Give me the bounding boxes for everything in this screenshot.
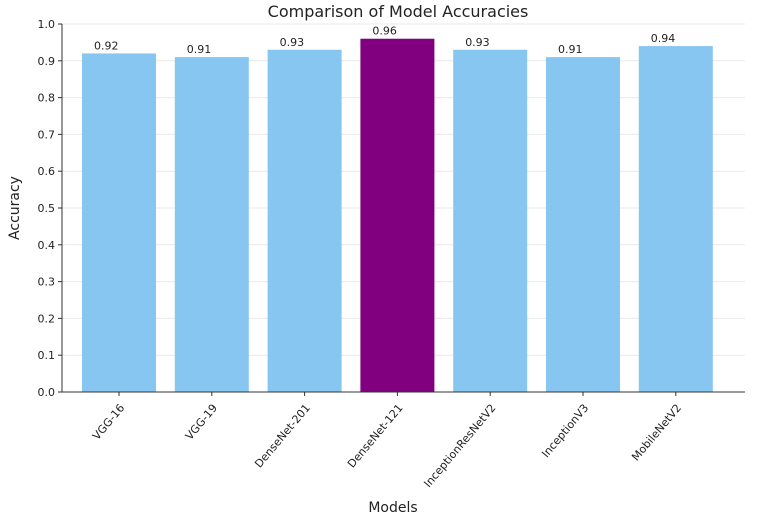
y-tick-label: 0.5 [38,202,56,215]
x-tick-labels: VGG-16 VGG-19 DenseNet-201 DenseNet-121 Ince… [90,392,684,490]
bars: 0.92 0.91 0.93 0.96 0.93 0.91 0.94 [82,25,713,393]
x-tick-label: VGG-19 [183,402,220,443]
y-tick-labels: 0.0 0.1 0.2 0.3 0.4 0.5 0.6 0.7 0.8 0.9 1.0 [38,18,62,399]
y-tick-label: 0.2 [38,312,56,325]
x-tick-label: InceptionV3 [539,402,591,461]
bar [174,57,249,393]
bar [267,49,342,392]
data-label: 0.93 [465,36,490,49]
data-label: 0.92 [94,39,119,52]
bar [638,46,713,392]
x-tick-label: InceptionResNetV2 [421,402,498,490]
y-tick-label: 0.4 [38,239,56,252]
x-tick-label: DenseNet-121 [345,402,406,471]
y-tick-label: 0.3 [38,276,56,289]
x-tick-label: VGG-16 [90,402,127,443]
x-tick-label: MobileNetV2 [629,402,684,464]
y-tick-label: 0.1 [38,349,56,362]
y-tick-label: 0.6 [38,165,56,178]
data-label: 0.94 [651,32,676,45]
data-label: 0.91 [187,43,212,56]
y-tick-label: 1.0 [38,18,56,31]
y-tick-label: 0.9 [38,55,56,68]
x-tick-label: DenseNet-201 [252,402,313,471]
y-tick-label: 0.7 [38,128,56,141]
data-label: 0.91 [558,43,583,56]
chart-title: Comparison of Model Accuracies [268,2,529,21]
bar [82,53,156,392]
x-axis-label: Models [368,500,417,516]
y-tick-label: 0.0 [38,386,56,399]
data-label: 0.96 [372,25,397,38]
y-tick-label: 0.8 [38,92,56,105]
data-label: 0.93 [280,36,305,49]
bar [453,49,528,392]
bar [360,38,435,392]
y-axis-label: Accuracy [7,176,23,240]
bar [546,57,620,393]
